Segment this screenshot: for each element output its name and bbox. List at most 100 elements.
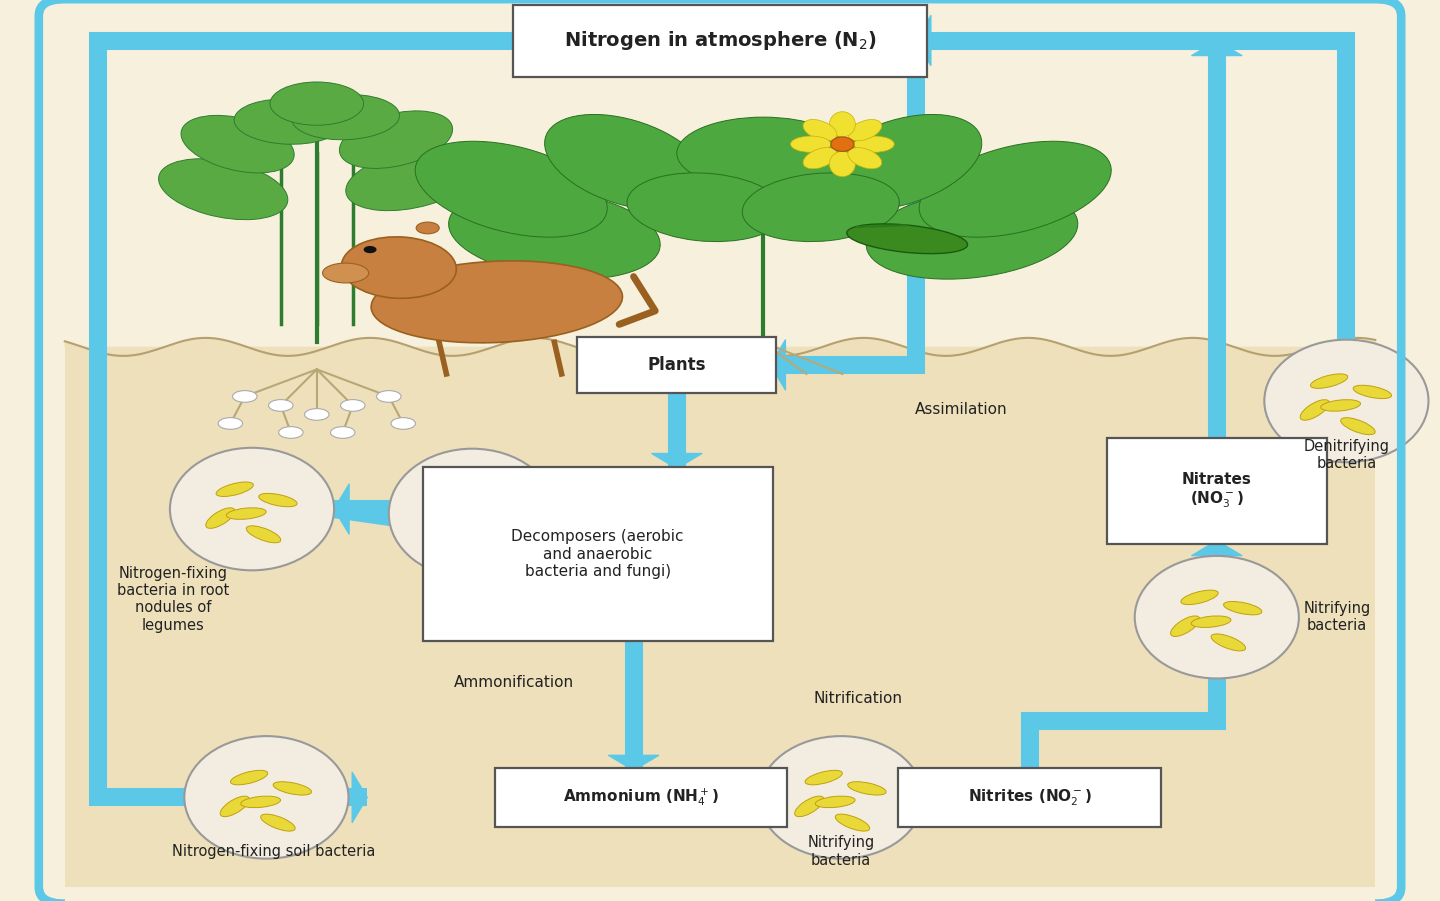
Ellipse shape [829, 112, 855, 137]
Ellipse shape [341, 237, 456, 298]
Ellipse shape [216, 482, 253, 496]
Text: Plants: Plants [648, 356, 706, 374]
Ellipse shape [261, 815, 295, 831]
Ellipse shape [480, 497, 518, 511]
Ellipse shape [330, 426, 356, 438]
Ellipse shape [805, 770, 842, 785]
Ellipse shape [919, 141, 1112, 237]
Ellipse shape [847, 223, 968, 254]
Ellipse shape [372, 261, 622, 342]
Ellipse shape [279, 426, 304, 438]
Ellipse shape [1300, 400, 1329, 420]
Ellipse shape [848, 782, 886, 795]
Ellipse shape [867, 189, 1077, 279]
Text: Denitrifying
bacteria: Denitrifying bacteria [1303, 439, 1390, 471]
Ellipse shape [416, 222, 439, 233]
Ellipse shape [626, 173, 785, 241]
Text: Nitrifying
bacteria: Nitrifying bacteria [1303, 601, 1371, 633]
Ellipse shape [1354, 386, 1391, 398]
Text: Nitrates
(NO$_3^-$): Nitrates (NO$_3^-$) [1182, 472, 1251, 510]
Ellipse shape [235, 99, 341, 144]
FancyBboxPatch shape [65, 347, 1375, 887]
Ellipse shape [341, 399, 366, 411]
Ellipse shape [292, 95, 399, 140]
Ellipse shape [184, 736, 348, 859]
Ellipse shape [323, 263, 369, 283]
Ellipse shape [848, 120, 881, 141]
Ellipse shape [220, 796, 249, 816]
Ellipse shape [230, 770, 268, 785]
Ellipse shape [181, 115, 294, 173]
Text: Nitrifying
bacteria: Nitrifying bacteria [808, 835, 874, 868]
Ellipse shape [576, 530, 706, 551]
Ellipse shape [170, 448, 334, 570]
Ellipse shape [835, 815, 870, 831]
Ellipse shape [226, 508, 266, 519]
Ellipse shape [1224, 602, 1261, 614]
Ellipse shape [1320, 400, 1361, 411]
Ellipse shape [219, 417, 242, 429]
Ellipse shape [240, 796, 281, 807]
Ellipse shape [791, 136, 831, 152]
Text: Ammonification: Ammonification [454, 676, 573, 690]
Ellipse shape [537, 529, 629, 569]
Ellipse shape [268, 399, 294, 411]
Ellipse shape [1171, 616, 1200, 636]
Ellipse shape [346, 150, 475, 211]
Text: Nitrites (NO$_2^-$): Nitrites (NO$_2^-$) [968, 787, 1092, 807]
Ellipse shape [804, 148, 837, 168]
Ellipse shape [392, 417, 416, 429]
Text: Ammonium (NH$_4^+$): Ammonium (NH$_4^+$) [563, 787, 719, 808]
FancyBboxPatch shape [577, 336, 776, 393]
Ellipse shape [1181, 590, 1218, 605]
FancyBboxPatch shape [495, 768, 788, 827]
FancyBboxPatch shape [423, 467, 772, 642]
Ellipse shape [446, 513, 487, 524]
Ellipse shape [848, 148, 881, 168]
Ellipse shape [654, 524, 757, 569]
Text: Decomposers (aerobic
and anaerobic
bacteria and fungi): Decomposers (aerobic and anaerobic bacte… [511, 529, 684, 579]
Ellipse shape [271, 82, 363, 125]
Ellipse shape [436, 485, 474, 500]
Ellipse shape [829, 151, 855, 177]
Text: Nitrogen-fixing soil bacteria: Nitrogen-fixing soil bacteria [171, 844, 376, 859]
FancyBboxPatch shape [563, 560, 603, 604]
Ellipse shape [274, 782, 311, 795]
Ellipse shape [305, 408, 330, 420]
Ellipse shape [815, 796, 855, 807]
Text: Nitrogen-fixing
bacteria in root
nodules of
legumes: Nitrogen-fixing bacteria in root nodules… [117, 566, 229, 633]
Ellipse shape [340, 111, 452, 168]
Text: Assimilation: Assimilation [914, 403, 1007, 417]
Ellipse shape [449, 189, 660, 279]
Ellipse shape [544, 114, 708, 210]
Ellipse shape [742, 173, 900, 241]
Ellipse shape [1191, 616, 1231, 627]
Ellipse shape [158, 159, 288, 220]
Ellipse shape [415, 141, 608, 237]
Ellipse shape [1135, 556, 1299, 678]
Ellipse shape [259, 494, 297, 506]
Ellipse shape [246, 526, 281, 542]
Ellipse shape [854, 136, 894, 152]
Text: Nitrogen in atmosphere (N$_2$): Nitrogen in atmosphere (N$_2$) [563, 29, 877, 52]
Ellipse shape [573, 495, 708, 553]
Ellipse shape [232, 391, 256, 402]
Ellipse shape [1341, 418, 1375, 434]
Ellipse shape [363, 246, 377, 253]
Ellipse shape [1264, 340, 1428, 462]
Ellipse shape [818, 114, 982, 210]
Ellipse shape [759, 736, 923, 859]
Ellipse shape [1211, 634, 1246, 651]
Ellipse shape [795, 796, 824, 816]
Ellipse shape [539, 553, 628, 567]
FancyBboxPatch shape [1106, 438, 1328, 544]
FancyBboxPatch shape [684, 560, 727, 609]
Ellipse shape [831, 137, 854, 151]
FancyBboxPatch shape [613, 542, 668, 604]
FancyBboxPatch shape [513, 5, 927, 77]
FancyBboxPatch shape [899, 768, 1161, 827]
Ellipse shape [655, 551, 756, 568]
Ellipse shape [1310, 374, 1348, 388]
Text: Nitrification: Nitrification [814, 691, 903, 705]
Ellipse shape [677, 117, 850, 189]
